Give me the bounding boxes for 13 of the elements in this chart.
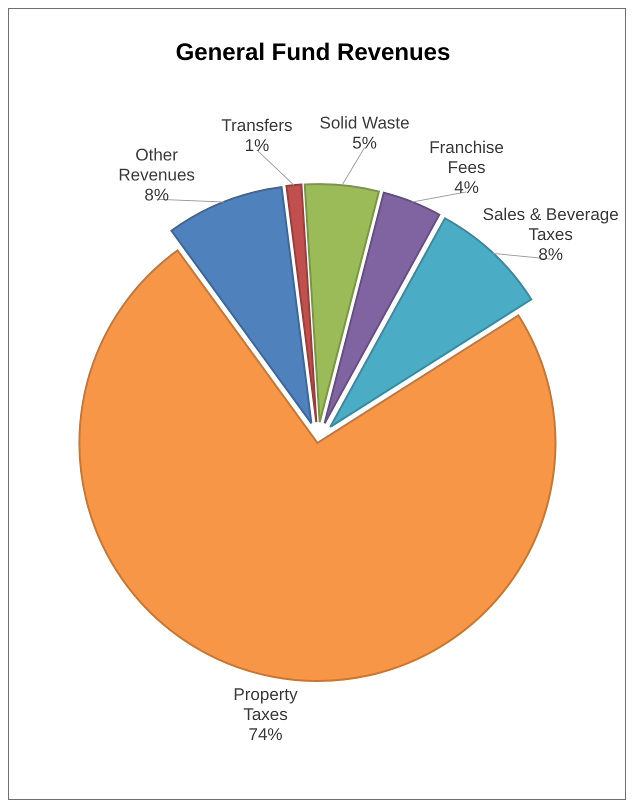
- slice-label: Property Taxes: [233, 685, 298, 724]
- data-label: 74%: [248, 725, 283, 744]
- data-label: 5%: [352, 134, 377, 153]
- data-label: 8%: [538, 245, 563, 264]
- slice-label: Sales & Beverage Taxes: [482, 205, 619, 244]
- data-label: 1%: [244, 136, 270, 156]
- chart-title: General Fund Revenues: [176, 39, 450, 66]
- slice-label: Solid Waste: [320, 114, 410, 133]
- data-label: 8%: [144, 185, 169, 204]
- slice-label: Transfers: [221, 116, 293, 136]
- slice-label: Other Revenues: [118, 145, 195, 184]
- data-label: 4%: [454, 178, 479, 197]
- slice-label: Franchise Fees: [429, 138, 504, 177]
